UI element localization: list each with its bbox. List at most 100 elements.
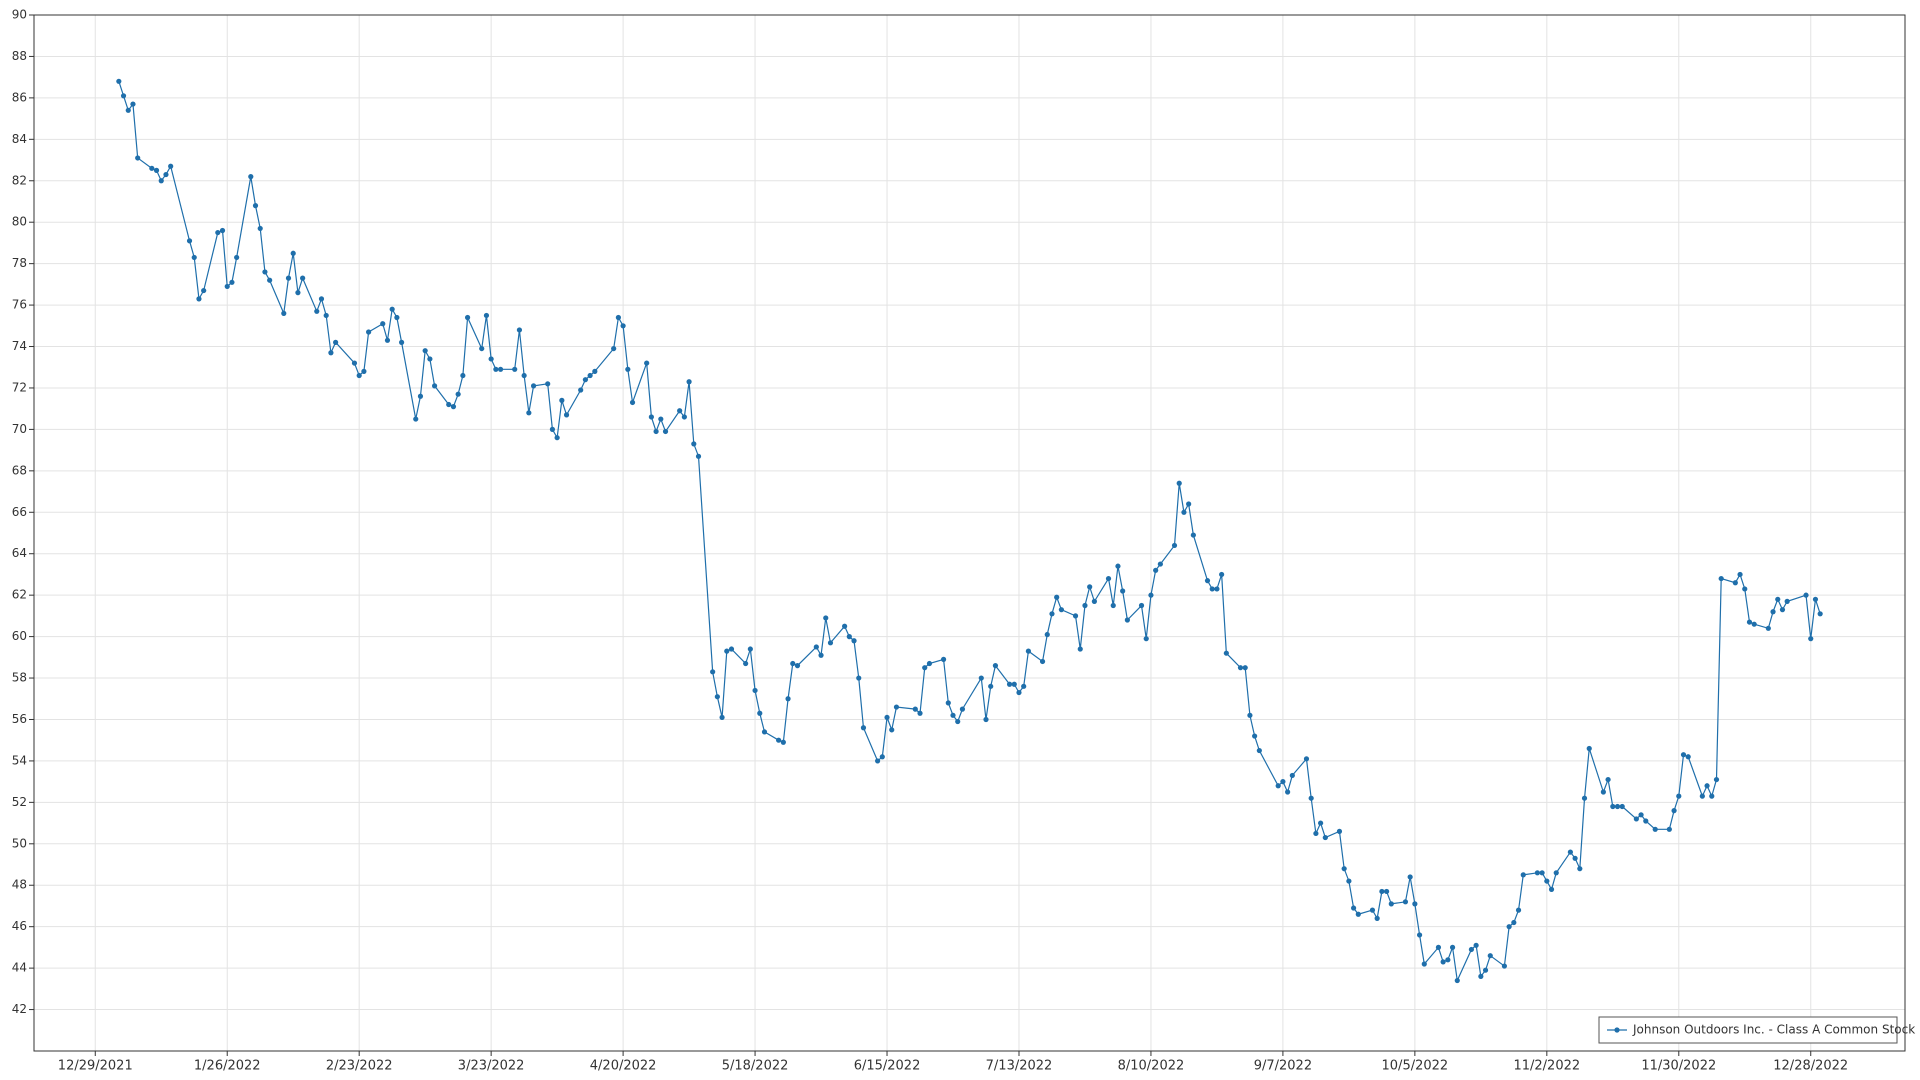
- data-point: [1473, 942, 1479, 948]
- data-point: [1581, 795, 1588, 801]
- y-tick-label: 60: [12, 629, 27, 643]
- data-point: [1817, 611, 1823, 617]
- data-point: [1685, 754, 1691, 760]
- data-point: [1511, 919, 1517, 926]
- data-point: [1157, 561, 1163, 567]
- data-point: [380, 321, 386, 327]
- data-point: [446, 401, 452, 408]
- data-point: [1006, 681, 1013, 687]
- data-point: [1379, 888, 1385, 895]
- data-point: [785, 696, 791, 702]
- data-point: [186, 238, 193, 244]
- data-point: [1572, 855, 1578, 861]
- data-point: [662, 428, 669, 435]
- data-point: [695, 453, 702, 459]
- data-point: [1336, 828, 1343, 834]
- data-point: [1704, 783, 1710, 789]
- data-point: [483, 312, 490, 319]
- data-point: [893, 704, 900, 710]
- data-point: [851, 638, 857, 644]
- data-point: [587, 372, 593, 379]
- data-point: [879, 754, 885, 760]
- data-point: [318, 296, 325, 302]
- data-point: [1021, 683, 1027, 689]
- data-point: [1737, 571, 1743, 578]
- data-point: [479, 345, 485, 352]
- plot-frame: [33, 14, 1906, 1052]
- data-point: [1553, 870, 1559, 876]
- data-point: [818, 652, 824, 658]
- legend-label: Johnson Outdoors Inc. - Class A Common S…: [1632, 1023, 1915, 1037]
- data-point: [554, 435, 560, 441]
- data-point: [1214, 586, 1220, 592]
- x-tick-label: 11/30/2022: [1641, 1059, 1716, 1074]
- data-point: [582, 377, 589, 383]
- x-tick-label: 3/23/2022: [458, 1059, 525, 1074]
- data-point: [1478, 973, 1484, 980]
- data-point: [1124, 617, 1130, 623]
- data-point: [366, 329, 372, 335]
- data-point: [281, 310, 287, 316]
- data-point: [493, 366, 499, 372]
- data-point: [1713, 776, 1720, 783]
- y-tick-label: 78: [12, 256, 27, 270]
- data-point: [1515, 907, 1522, 913]
- data-point: [1416, 932, 1423, 938]
- data-point: [1652, 826, 1658, 832]
- data-point: [1039, 658, 1046, 665]
- data-point: [1120, 588, 1126, 594]
- data-point: [1082, 602, 1088, 609]
- data-point: [1751, 621, 1757, 627]
- data-point: [950, 712, 956, 718]
- data-point: [776, 737, 782, 743]
- data-point: [728, 646, 735, 652]
- data-point: [884, 714, 890, 721]
- data-point: [714, 694, 720, 700]
- data-point: [431, 383, 438, 389]
- data-point: [1143, 636, 1149, 642]
- data-point: [677, 408, 683, 414]
- data-point: [1666, 826, 1672, 832]
- data-point: [1153, 567, 1159, 573]
- x-tick-label: 4/20/2022: [590, 1059, 657, 1074]
- data-point: [257, 225, 263, 232]
- y-tick-label: 50: [12, 836, 27, 850]
- y-tick-label: 56: [12, 712, 27, 726]
- data-point: [1454, 977, 1460, 984]
- data-point: [615, 314, 621, 321]
- data-point: [1247, 712, 1253, 718]
- data-point: [724, 648, 730, 654]
- data-point: [1186, 501, 1192, 507]
- data-point: [1445, 957, 1451, 963]
- data-point: [314, 308, 320, 314]
- data-point: [356, 372, 362, 379]
- data-point: [1388, 901, 1394, 907]
- data-point: [427, 356, 433, 362]
- y-tick-label: 48: [12, 878, 27, 892]
- data-point: [1176, 480, 1182, 486]
- data-point: [559, 397, 565, 403]
- data-point: [1285, 789, 1291, 795]
- data-point: [460, 372, 466, 379]
- data-point: [1600, 789, 1606, 795]
- data-point: [153, 167, 160, 173]
- data-point: [1242, 665, 1248, 671]
- data-point: [1374, 915, 1380, 921]
- data-point: [922, 665, 928, 671]
- data-point: [1671, 808, 1677, 814]
- data-point: [1765, 625, 1771, 631]
- data-point: [399, 339, 405, 345]
- data-point: [983, 716, 989, 723]
- data-point: [149, 165, 155, 171]
- data-point: [295, 290, 301, 296]
- data-point: [516, 327, 523, 333]
- data-point: [252, 203, 259, 209]
- data-point: [1487, 953, 1493, 959]
- data-point: [1676, 793, 1682, 799]
- y-tick-label: 62: [12, 588, 27, 602]
- data-point: [1770, 609, 1776, 615]
- data-point: [1699, 793, 1705, 799]
- data-point: [794, 663, 801, 669]
- data-point: [262, 269, 268, 275]
